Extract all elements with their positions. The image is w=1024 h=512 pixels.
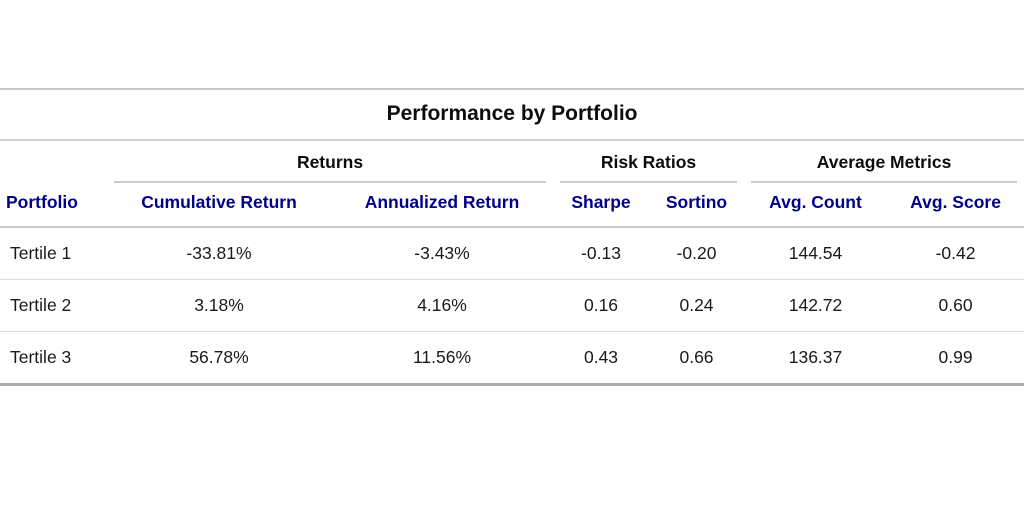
cell-avg-score: 0.99	[938, 347, 973, 367]
col-header-avg-score: Avg. Score	[887, 183, 1024, 228]
spanner-returns: Returns	[107, 140, 553, 183]
spanner-spacer	[0, 140, 107, 183]
spanner-header-row: Returns Risk Ratios Average Metrics	[0, 140, 1024, 183]
cell-avg-count: 142.72	[744, 279, 887, 332]
spanner-average-metrics: Average Metrics	[744, 140, 1024, 183]
column-header-row: Portfolio Cumulative Return Annualized R…	[0, 183, 1024, 228]
cell-sortino: -0.20	[649, 227, 744, 280]
cell-cumulative-return: 56.78%	[189, 347, 249, 367]
spanner-risk-ratios-label: Risk Ratios	[560, 148, 737, 183]
col-header-annualized-return: Annualized Return	[331, 183, 553, 228]
cell-annualized-return: 11.56%	[412, 347, 472, 367]
cell-avg-count: 136.37	[788, 347, 843, 367]
spanner-returns-label: Returns	[114, 148, 546, 183]
cell-annualized-return: 4.16%	[331, 279, 553, 332]
spanner-average-metrics-label: Average Metrics	[751, 148, 1018, 183]
cell-annualized-return: -3.43%	[331, 227, 553, 280]
cell-sortino: 0.24	[649, 279, 744, 332]
col-header-sortino: Sortino	[649, 183, 744, 228]
table-row-tertile-3: Tertile 3 56.78% 11.56% 0.43 0.66 136.37…	[0, 332, 1024, 385]
cell-avg-score: -0.42	[887, 227, 1024, 280]
row-label: Tertile 2	[0, 279, 107, 332]
cell-sharpe: -0.13	[553, 227, 649, 280]
cell-avg-count: 144.54	[744, 227, 887, 280]
table-title: Performance by Portfolio	[0, 89, 1024, 141]
spanner-risk-ratios: Risk Ratios	[553, 140, 744, 183]
col-header-avg-count: Avg. Count	[744, 183, 887, 228]
col-header-portfolio: Portfolio	[0, 183, 107, 228]
cell-sharpe: 0.16	[553, 279, 649, 332]
table-row-tertile-2: Tertile 2 3.18% 4.16% 0.16 0.24 142.72 0…	[0, 279, 1024, 332]
table-title-row: Performance by Portfolio	[0, 89, 1024, 141]
row-label: Tertile 1	[0, 227, 107, 280]
col-header-sharpe: Sharpe	[553, 183, 649, 228]
cell-avg-score: 0.60	[887, 279, 1024, 332]
cell-cumulative-return: -33.81%	[107, 227, 331, 280]
cell-cumulative-return: 3.18%	[107, 279, 331, 332]
col-header-cumulative-return: Cumulative Return	[107, 183, 331, 228]
cell-sortino: 0.66	[679, 347, 714, 367]
performance-table-container: Performance by Portfolio Returns Risk Ra…	[0, 88, 1024, 386]
cell-sharpe: 0.43	[583, 347, 619, 367]
performance-table: Performance by Portfolio Returns Risk Ra…	[0, 88, 1024, 386]
row-label: Tertile 3	[10, 347, 72, 367]
table-row-tertile-1: Tertile 1 -33.81% -3.43% -0.13 -0.20 144…	[0, 227, 1024, 280]
